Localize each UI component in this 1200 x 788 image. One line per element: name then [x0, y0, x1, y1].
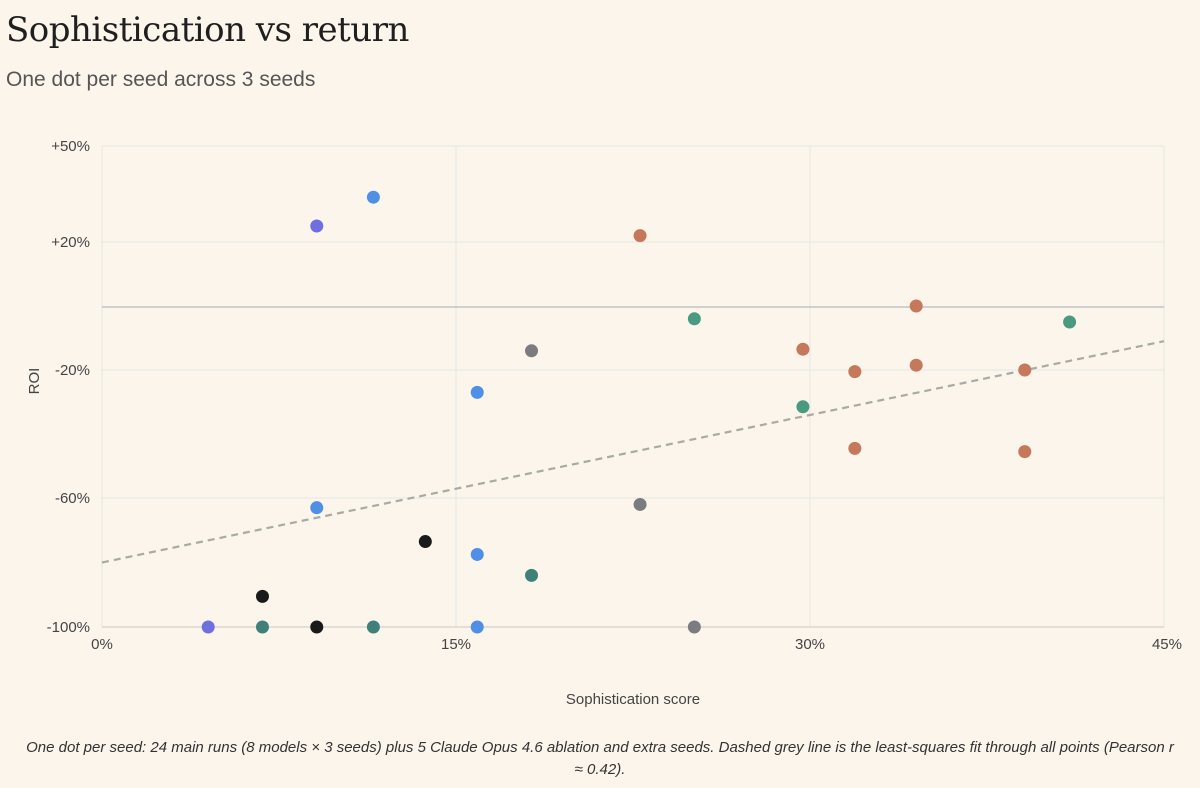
scatter-chart: +50% +20% -20% -60% -100% 0% 15% 30% 45% ROI So…: [26, 138, 1182, 708]
data-point: [255, 620, 269, 634]
data-points: [201, 190, 1077, 634]
data-point: [310, 501, 324, 515]
x-axis-ticks: 0% 15% 30% 45%: [91, 636, 1182, 653]
x-tick-label: 30%: [795, 636, 825, 653]
data-point: [366, 620, 380, 634]
x-axis-label: Sophistication score: [566, 691, 700, 708]
y-axis-ticks: +50% +20% -20% -60% -100%: [47, 138, 90, 636]
y-tick-label: -20%: [55, 362, 90, 379]
data-point: [418, 535, 432, 549]
x-tick-label: 15%: [441, 636, 471, 653]
data-point: [633, 497, 647, 511]
data-point: [366, 190, 380, 204]
least-squares-fit-line: [101, 340, 1165, 564]
chart-title: Sophistication vs return: [6, 10, 409, 50]
data-point: [796, 342, 810, 356]
y-tick-label: -100%: [47, 619, 90, 636]
data-point: [633, 229, 647, 243]
data-point: [470, 547, 484, 561]
data-point: [1018, 445, 1032, 459]
chart-subtitle: One dot per seed across 3 seeds: [6, 68, 316, 91]
y-tick-label: +20%: [51, 234, 90, 251]
data-point: [525, 344, 539, 358]
x-tick-label: 45%: [1152, 636, 1182, 653]
fit-line-group: [101, 340, 1165, 564]
data-point: [909, 358, 923, 372]
data-point: [848, 365, 862, 379]
data-point: [1063, 315, 1077, 329]
data-point: [525, 568, 539, 582]
x-tick-label: 0%: [91, 636, 113, 653]
y-axis-label: ROI: [26, 368, 43, 395]
y-tick-label: -60%: [55, 490, 90, 507]
data-point: [470, 385, 484, 399]
data-point: [310, 219, 324, 233]
data-point: [848, 441, 862, 455]
data-point: [687, 620, 701, 634]
data-point: [470, 620, 484, 634]
data-point: [1018, 363, 1032, 377]
y-tick-label: +50%: [51, 138, 90, 155]
data-point: [255, 589, 269, 603]
data-point: [201, 620, 215, 634]
chart-caption: One dot per seed: 24 main runs (8 models…: [26, 739, 1174, 778]
data-point: [909, 299, 923, 313]
data-point: [310, 620, 324, 634]
data-point: [687, 312, 701, 326]
data-point: [796, 400, 810, 414]
grid: [101, 145, 1165, 628]
